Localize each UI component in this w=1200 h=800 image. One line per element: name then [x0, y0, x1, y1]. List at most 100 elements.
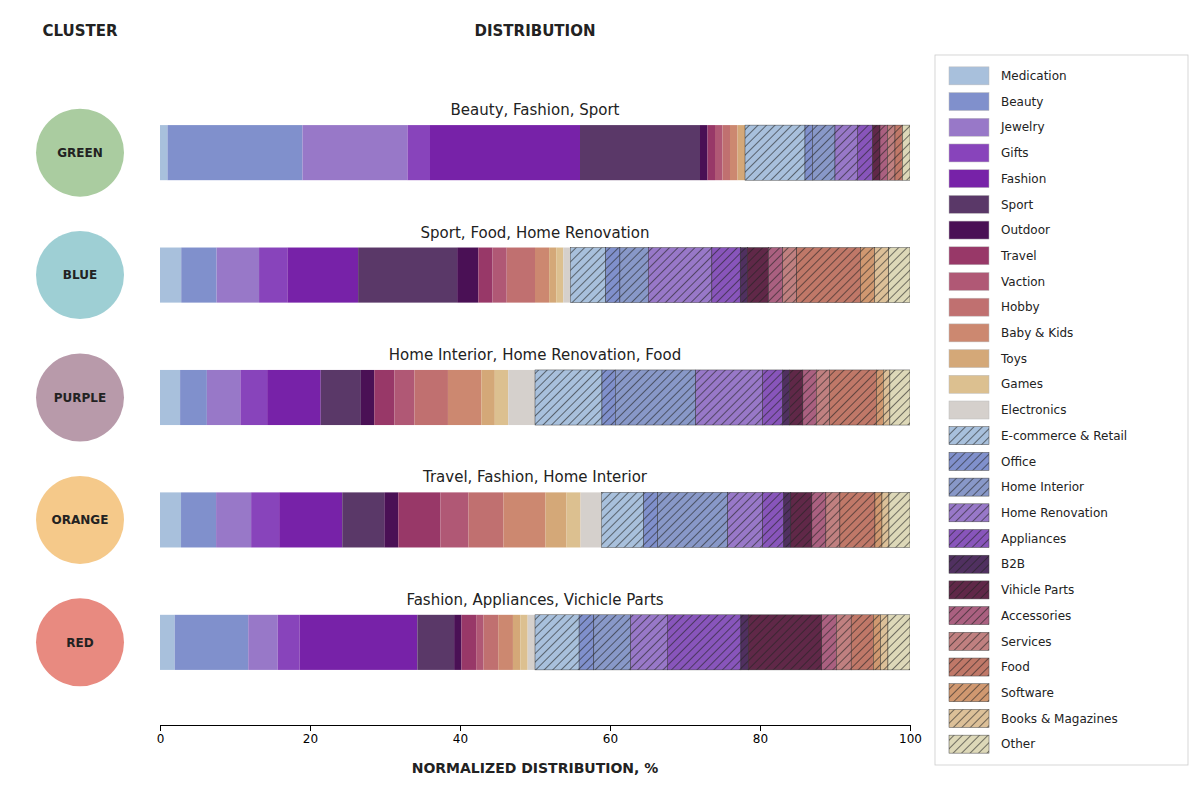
bar-segment: [594, 615, 631, 670]
tick-label: 0: [157, 732, 165, 746]
bar-segment: [556, 248, 563, 303]
bar-segment: [667, 615, 741, 670]
legend-entry: Sport: [1001, 198, 1034, 212]
bar-segment: [602, 370, 615, 425]
bar-segment: [658, 492, 728, 547]
bar-title: Travel, Fashion, Home Interior: [422, 468, 648, 486]
bar-segment: [287, 248, 358, 303]
bar-segment: [835, 125, 858, 180]
legend-entry: Gifts: [1001, 146, 1029, 160]
bar-segment: [877, 370, 884, 425]
bar-segment: [417, 615, 454, 670]
bar-segment: [738, 125, 746, 180]
bar-title: Sport, Food, Home Renovation: [421, 224, 650, 242]
bar-segment: [740, 248, 747, 303]
series: [448, 125, 738, 670]
bar-segment: [888, 615, 910, 670]
tick-label: BLUE: [63, 268, 97, 282]
bar-segment: [248, 615, 277, 670]
bar-segment: [507, 248, 535, 303]
series: [374, 125, 715, 670]
bar-segment: [408, 125, 431, 180]
series: [321, 125, 700, 670]
tick-label: 20: [303, 732, 318, 746]
legend-swatch: [949, 427, 989, 445]
bar-segment: [430, 125, 580, 180]
cluster-circle: [36, 598, 124, 686]
series: [361, 125, 708, 670]
series: [394, 125, 722, 670]
tick-label: GREEN: [57, 146, 103, 160]
legend-entry: Other: [1001, 737, 1035, 751]
bar-segment: [875, 248, 889, 303]
bar-segment: [805, 125, 813, 180]
legend-entry: Travel: [1000, 249, 1037, 263]
bar-segment: [860, 248, 874, 303]
bar-segment: [508, 370, 535, 425]
legend-entry: Services: [1001, 635, 1052, 649]
series: [240, 125, 430, 670]
bar-segment: [358, 248, 457, 303]
legend-swatch: [949, 504, 989, 522]
bar-segment: [160, 248, 181, 303]
series: [797, 125, 903, 670]
bar-segment: [880, 125, 888, 180]
legend-swatch: [949, 478, 989, 496]
cluster-circle: [36, 231, 124, 319]
cluster-circle: [36, 109, 124, 197]
legend-entry: Appliances: [1001, 532, 1066, 546]
bar-segment: [278, 615, 300, 670]
legend-entry: Home Renovation: [1001, 506, 1108, 520]
bar-segment: [797, 248, 861, 303]
bar-segment: [873, 125, 881, 180]
bar-segment: [895, 125, 903, 180]
bar-segment: [440, 492, 468, 547]
legend-entry: Electronics: [1001, 403, 1066, 417]
bar-segment: [606, 248, 620, 303]
tick: 60: [603, 725, 618, 746]
bar-segment: [763, 370, 783, 425]
legend-entry: Books & Magazines: [1001, 712, 1118, 726]
bar-segment: [398, 492, 440, 547]
bar-segment: [712, 248, 740, 303]
legend-entry: Hobby: [1001, 300, 1040, 314]
annotations: Beauty, Fashion, SportSport, Food, Home …: [389, 101, 681, 609]
legend-entry: Fashion: [1001, 172, 1046, 186]
bar-segment: [484, 615, 499, 670]
bar-title: Fashion, Appliances, Vichicle Parts: [406, 591, 663, 609]
bar-segment: [468, 492, 503, 547]
bar-segment: [783, 248, 797, 303]
bar-segment: [454, 615, 461, 670]
legend-entry: Medication: [1001, 69, 1067, 83]
bar-segment: [168, 125, 303, 180]
bar-segment: [513, 615, 520, 670]
bar-segment: [730, 125, 738, 180]
bar-segment: [160, 125, 168, 180]
bar-segment: [890, 370, 910, 425]
bar-segment: [816, 370, 829, 425]
bar-segment: [520, 615, 527, 670]
bar-segment: [567, 492, 581, 547]
series: [267, 125, 580, 670]
bar-segment: [321, 370, 361, 425]
bar-title: Home Interior, Home Renovation, Food: [389, 346, 681, 364]
tick-label: 80: [753, 732, 768, 746]
tick: 20: [303, 725, 318, 746]
bar-segment: [495, 370, 508, 425]
legend-entry: B2B: [1001, 557, 1025, 571]
legend-entry: Baby & Kids: [1001, 326, 1073, 340]
bar-segment: [858, 125, 873, 180]
bar-segment: [783, 370, 790, 425]
series: [207, 125, 408, 670]
bar-segment: [160, 615, 175, 670]
tick-mark: [310, 725, 311, 731]
cluster-circle: [36, 476, 124, 564]
bar-segment: [528, 615, 535, 670]
x-axis: 020406080100: [157, 725, 922, 746]
legend-entry: E-commerce & Retail: [1001, 429, 1127, 443]
legend-swatch: [949, 350, 989, 368]
legend-swatch: [949, 735, 989, 753]
bar-segment: [768, 248, 782, 303]
x-axis-label: NORMALIZED DISTRIBUTION, %: [412, 760, 659, 776]
legend-entry: Vaction: [1001, 275, 1045, 289]
